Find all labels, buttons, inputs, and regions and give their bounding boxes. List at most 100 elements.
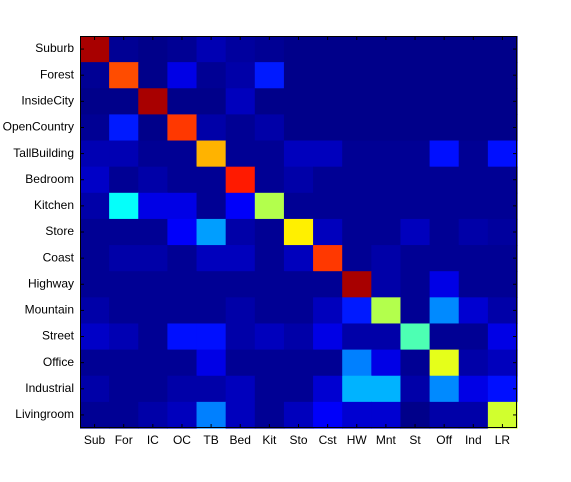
heatmap-cell: [196, 375, 227, 403]
heatmap-cell: [429, 88, 460, 115]
heatmap-cell: [400, 166, 431, 194]
heatmap-cell: [487, 36, 518, 63]
heatmap-cell: [254, 349, 285, 377]
x-tick-label: Ind: [465, 433, 482, 447]
heatmap-cell: [138, 36, 168, 63]
heatmap-cell: [167, 375, 198, 403]
heatmap-cell: [80, 375, 110, 403]
heatmap-cell: [400, 271, 431, 298]
heatmap-cell: [458, 349, 489, 377]
heatmap-cell: [487, 297, 518, 325]
heatmap-cell: [225, 88, 256, 115]
heatmap-cell: [313, 297, 343, 325]
heatmap-cell: [283, 192, 314, 220]
heatmap-cell: [196, 62, 227, 89]
heatmap-cell: [429, 245, 460, 272]
heatmap-cell: [109, 218, 139, 246]
heatmap-cell: [400, 140, 431, 168]
heatmap-cell: [400, 62, 431, 89]
y-tick-label: Coast: [43, 250, 75, 264]
y-tick-label: InsideCity: [21, 94, 74, 108]
heatmap-cell: [196, 140, 227, 168]
heatmap-cell: [167, 192, 198, 220]
heatmap-cell: [371, 271, 402, 298]
y-tick-label: Store: [45, 224, 74, 238]
heatmap-cell: [80, 140, 110, 168]
heatmap-cell: [429, 36, 460, 63]
heatmap-cell: [109, 192, 139, 220]
heatmap-cell: [487, 140, 518, 168]
heatmap-cell: [400, 245, 431, 272]
y-tick-label: Office: [43, 355, 74, 369]
heatmap-cell: [283, 114, 314, 142]
heatmap-cell: [167, 36, 198, 63]
heatmap-cell: [109, 349, 139, 377]
y-tick-label: Kitchen: [34, 198, 74, 212]
heatmap-cell: [80, 192, 110, 220]
heatmap-cell: [254, 375, 285, 403]
heatmap-cell: [371, 375, 402, 403]
heatmap-cell: [487, 323, 518, 351]
heatmap-cell: [138, 349, 168, 377]
x-tick-label: Mnt: [376, 433, 397, 447]
heatmap-cell: [167, 140, 198, 168]
heatmap-cell: [254, 166, 285, 194]
heatmap-cell: [458, 271, 489, 298]
heatmap-cell: [283, 36, 314, 63]
heatmap-cell: [196, 245, 227, 272]
heatmap-cell: [458, 375, 489, 403]
heatmap-cell: [458, 114, 489, 142]
heatmap-cell: [109, 245, 139, 272]
heatmap-cell: [254, 323, 285, 351]
heatmap-cell: [254, 297, 285, 325]
heatmap-cell: [400, 192, 431, 220]
heatmap-cell: [167, 245, 198, 272]
y-tick-label: OpenCountry: [3, 120, 74, 134]
heatmap-cell: [429, 166, 460, 194]
heatmap-cell: [109, 375, 139, 403]
heatmap-cell: [80, 245, 110, 272]
heatmap-cell: [429, 271, 460, 298]
heatmap-cell: [342, 218, 372, 246]
heatmap-cell: [429, 297, 460, 325]
heatmap-cell: [196, 88, 227, 115]
heatmap-cell: [313, 88, 343, 115]
heatmap-cell: [138, 271, 168, 298]
heatmap-cell: [283, 375, 314, 403]
heatmap-cell: [109, 271, 139, 298]
heatmap-cell: [283, 140, 314, 168]
heatmap-cell: [283, 323, 314, 351]
heatmap-cell: [283, 218, 314, 246]
heatmap-cell: [400, 323, 431, 351]
heatmap-cell: [109, 36, 139, 63]
heatmap-cell: [487, 375, 518, 403]
heatmap-cell: [109, 166, 139, 194]
heatmap-cell: [429, 218, 460, 246]
heatmap-cell: [167, 218, 198, 246]
heatmap-cell: [283, 349, 314, 377]
heatmap-cell: [138, 375, 168, 403]
heatmap-cell: [254, 88, 285, 115]
y-axis-tick-labels: Suburb Forest InsideCity OpenCountry TallBui…: [3, 41, 75, 421]
heatmap-cell: [225, 114, 256, 142]
x-tick-label: OC: [173, 433, 191, 447]
x-tick-label: LR: [495, 433, 511, 447]
heatmap-cell: [167, 88, 198, 115]
heatmap-cell: [138, 88, 168, 115]
heatmap-cell: [109, 88, 139, 115]
heatmap-cell: [487, 114, 518, 142]
heatmap-cell: [458, 140, 489, 168]
heatmap-cell: [138, 166, 168, 194]
heatmap-cell: [371, 323, 402, 351]
heatmap-cell: [254, 271, 285, 298]
heatmap-cell: [342, 297, 372, 325]
heatmap-cell: [429, 375, 460, 403]
heatmap-cell: [313, 218, 343, 246]
x-axis-tick-labels: Sub For IC OC TB Bed Kit Sto Cst HW Mnt St Off Ind LR: [84, 433, 511, 447]
heatmap-cell: [225, 36, 256, 63]
heatmap-cell: [342, 114, 372, 142]
heatmap-cell: [342, 62, 372, 89]
heatmap-cell: [225, 166, 256, 194]
heatmap-cell: [283, 245, 314, 272]
